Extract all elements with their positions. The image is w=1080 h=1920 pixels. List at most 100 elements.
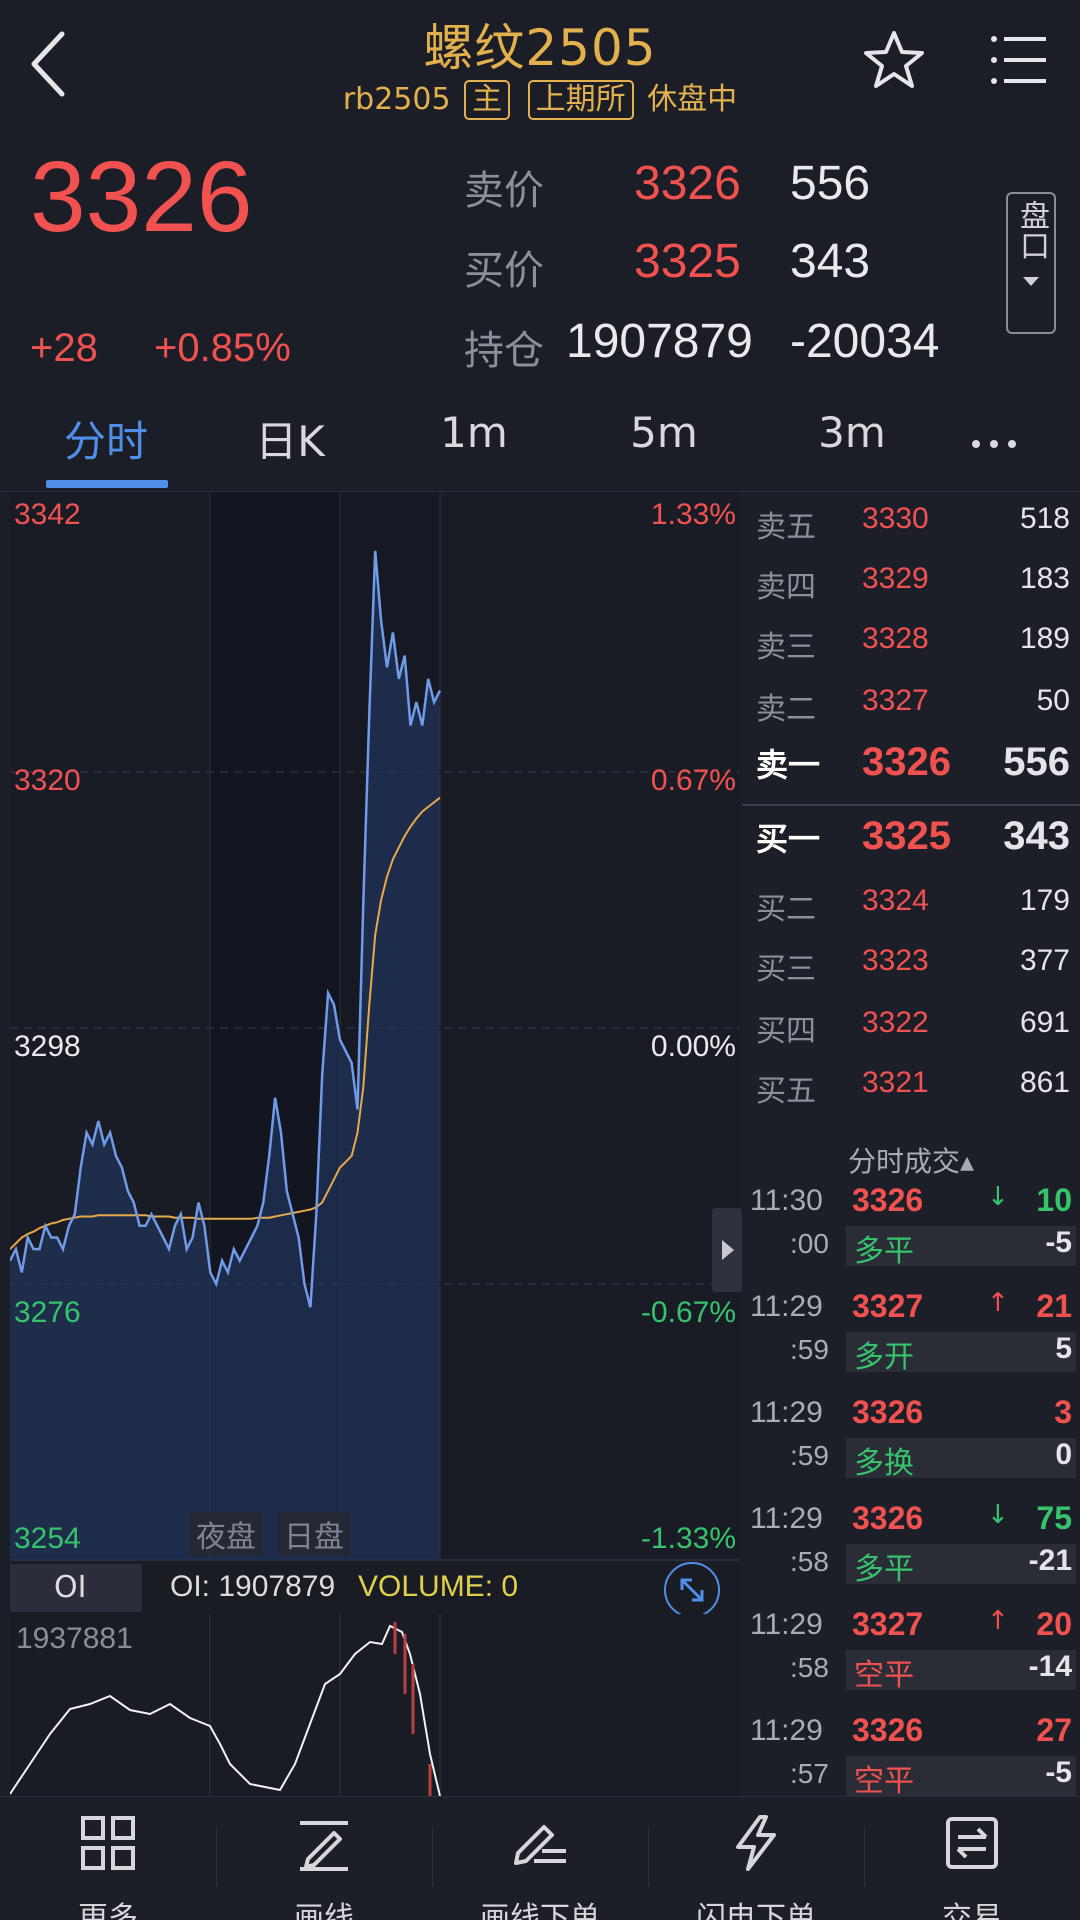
price-change-percent: +0.85% xyxy=(154,326,291,370)
tick-volume: 10 xyxy=(1036,1182,1072,1218)
tab-intraday[interactable]: 分时 xyxy=(63,417,148,466)
tick-oi-change: -14 xyxy=(1028,1650,1072,1683)
ask-row-label: 卖二 xyxy=(756,692,816,727)
order-book-toggle-label: 盘口 xyxy=(1014,200,1049,260)
ask-row-4[interactable]: 卖四 3329 183 xyxy=(742,562,1080,622)
tick-volume: 20 xyxy=(1036,1606,1072,1642)
toolbar-divider xyxy=(432,1827,433,1887)
trade-ticks-title[interactable]: 分时成交▴ xyxy=(847,1145,975,1178)
order-book: 卖五 3330 518 卖四 3329 183 卖三 3328 189 卖二 3… xyxy=(742,492,1080,1132)
trade-button[interactable]: 交易 xyxy=(864,1797,1080,1920)
ask-label: 卖价 xyxy=(464,168,544,214)
order-book-toggle[interactable]: 盘口 xyxy=(1006,192,1056,334)
pct-tick-3: -0.67% xyxy=(640,1296,736,1329)
tick-type: 多开 xyxy=(854,1340,914,1375)
flash-order-button[interactable]: 闪电下单 xyxy=(648,1797,864,1920)
more-dots-icon xyxy=(972,440,1016,448)
period-tabs: 分时 日K 1m 5m 3m xyxy=(0,394,1080,492)
indicator-select[interactable]: OI xyxy=(10,1564,142,1612)
favorite-button[interactable] xyxy=(860,28,928,92)
tick-row-shade xyxy=(846,1544,1076,1584)
y-tick-4: 3254 xyxy=(14,1522,81,1555)
caret-down-icon xyxy=(1023,277,1039,286)
y-tick-3: 3276 xyxy=(14,1296,81,1329)
bid-row-label: 买五 xyxy=(756,1074,816,1109)
tick-direction-arrow: ↓ xyxy=(987,1500,1009,1530)
bid-row-5[interactable]: 买五 3321 861 xyxy=(742,1066,1080,1126)
ask-row-volume: 189 xyxy=(1019,622,1070,655)
more-label: 更多 xyxy=(78,1901,138,1920)
oi-readout: OI: 1907879 xyxy=(170,1570,336,1603)
open-interest-change: -20034 xyxy=(790,315,940,368)
night-session-label: 夜盘 xyxy=(190,1512,262,1556)
expand-chart-button[interactable] xyxy=(664,1562,720,1618)
ask-row-price: 3330 xyxy=(862,502,929,535)
back-button[interactable] xyxy=(22,28,78,100)
tab-daily-k[interactable]: 日K xyxy=(255,417,325,466)
ask-row-volume: 183 xyxy=(1019,562,1070,595)
chevron-right-icon xyxy=(722,1240,734,1260)
expand-arrows-icon xyxy=(680,1578,704,1602)
draw-line-label: 画线 xyxy=(294,1901,354,1920)
tab-1m[interactable]: 1m xyxy=(440,408,508,457)
trade-tick-row: 11:29:58 3326 ↓ 75 多平 -21 xyxy=(742,1500,1080,1606)
trade-tick-row: 11:29:59 3326 3 多换 0 xyxy=(742,1394,1080,1500)
tab-3m[interactable]: 3m xyxy=(818,408,886,457)
toolbar-divider xyxy=(648,1827,649,1887)
page-title: 螺纹2505 xyxy=(423,19,657,77)
menu-button[interactable] xyxy=(988,30,1048,90)
tick-volume: 27 xyxy=(1036,1712,1072,1748)
price-line xyxy=(10,550,442,1308)
tick-seconds: :57 xyxy=(790,1758,829,1789)
tick-row-shade xyxy=(846,1650,1076,1690)
pct-tick-2: 0.00% xyxy=(650,1030,736,1063)
bid-row-price: 3323 xyxy=(862,944,929,977)
bid-row-2[interactable]: 买二 3324 179 xyxy=(742,884,1080,944)
ask-row-volume: 556 xyxy=(1003,740,1070,784)
bid-row-4[interactable]: 买四 3322 691 xyxy=(742,1006,1080,1066)
bid-row-1[interactable]: 买一 3325 343 xyxy=(742,814,1080,874)
collapse-panel-handle[interactable] xyxy=(712,1208,742,1292)
ask-row-2[interactable]: 卖二 3327 50 xyxy=(742,684,1080,744)
draw-line-button[interactable]: 画线 xyxy=(216,1797,432,1920)
ask-volume: 556 xyxy=(790,157,871,210)
pct-tick-1: 0.67% xyxy=(650,764,736,797)
tick-time: 11:29 xyxy=(750,1290,823,1323)
toolbar-divider xyxy=(864,1827,865,1887)
tick-time: 11:30 xyxy=(750,1184,823,1217)
pencil-icon xyxy=(300,1821,348,1871)
tab-5m[interactable]: 5m xyxy=(630,408,698,457)
bid-row-price: 3322 xyxy=(862,1006,929,1039)
tick-price: 3326 xyxy=(852,1712,924,1748)
ask-row-1[interactable]: 卖一 3326 556 xyxy=(742,740,1080,800)
pct-tick-0: 1.33% xyxy=(650,498,736,531)
ask-row-5[interactable]: 卖五 3330 518 xyxy=(742,502,1080,562)
flash-order-label: 闪电下单 xyxy=(696,1901,816,1920)
tick-price: 3326 xyxy=(852,1394,924,1430)
menu-list-icon xyxy=(991,36,1046,84)
bid-row-volume: 179 xyxy=(1019,884,1070,917)
intraday-chart[interactable]: 3342 3320 3298 3276 3254 1.33% 0.67% 0.0… xyxy=(10,492,740,1562)
more-tabs-button[interactable] xyxy=(954,398,1034,474)
market-status: 休盘中 xyxy=(647,82,738,117)
ask-row-3[interactable]: 卖三 3328 189 xyxy=(742,622,1080,682)
y-tick-2: 3298 xyxy=(14,1030,81,1063)
oi-max-label: 1937881 xyxy=(16,1622,133,1655)
tick-volume: 21 xyxy=(1036,1288,1072,1324)
more-button[interactable]: 更多 xyxy=(0,1797,216,1920)
draw-line-order-button[interactable]: 画线下单 xyxy=(432,1797,648,1920)
tick-oi-change: -21 xyxy=(1028,1544,1072,1577)
average-price-line xyxy=(10,796,441,1250)
tick-oi-change: -5 xyxy=(1045,1226,1072,1259)
star-icon xyxy=(864,31,924,88)
trade-tick-row: 11:30:00 3326 ↓ 10 多平 -5 xyxy=(742,1182,1080,1288)
tick-direction-arrow: ↓ xyxy=(987,1182,1009,1212)
tick-oi-change: 0 xyxy=(1055,1438,1072,1471)
main-contract-badge: 主 xyxy=(464,80,511,120)
price-area xyxy=(10,550,440,1560)
bid-row-3[interactable]: 买三 3323 377 xyxy=(742,944,1080,1004)
tick-price: 3326 xyxy=(852,1500,924,1536)
contract-subtitle: rb2505 主 上期所 休盘中 xyxy=(0,74,1080,120)
tick-row-shade xyxy=(846,1756,1076,1796)
ask-row-volume: 50 xyxy=(1036,684,1070,717)
